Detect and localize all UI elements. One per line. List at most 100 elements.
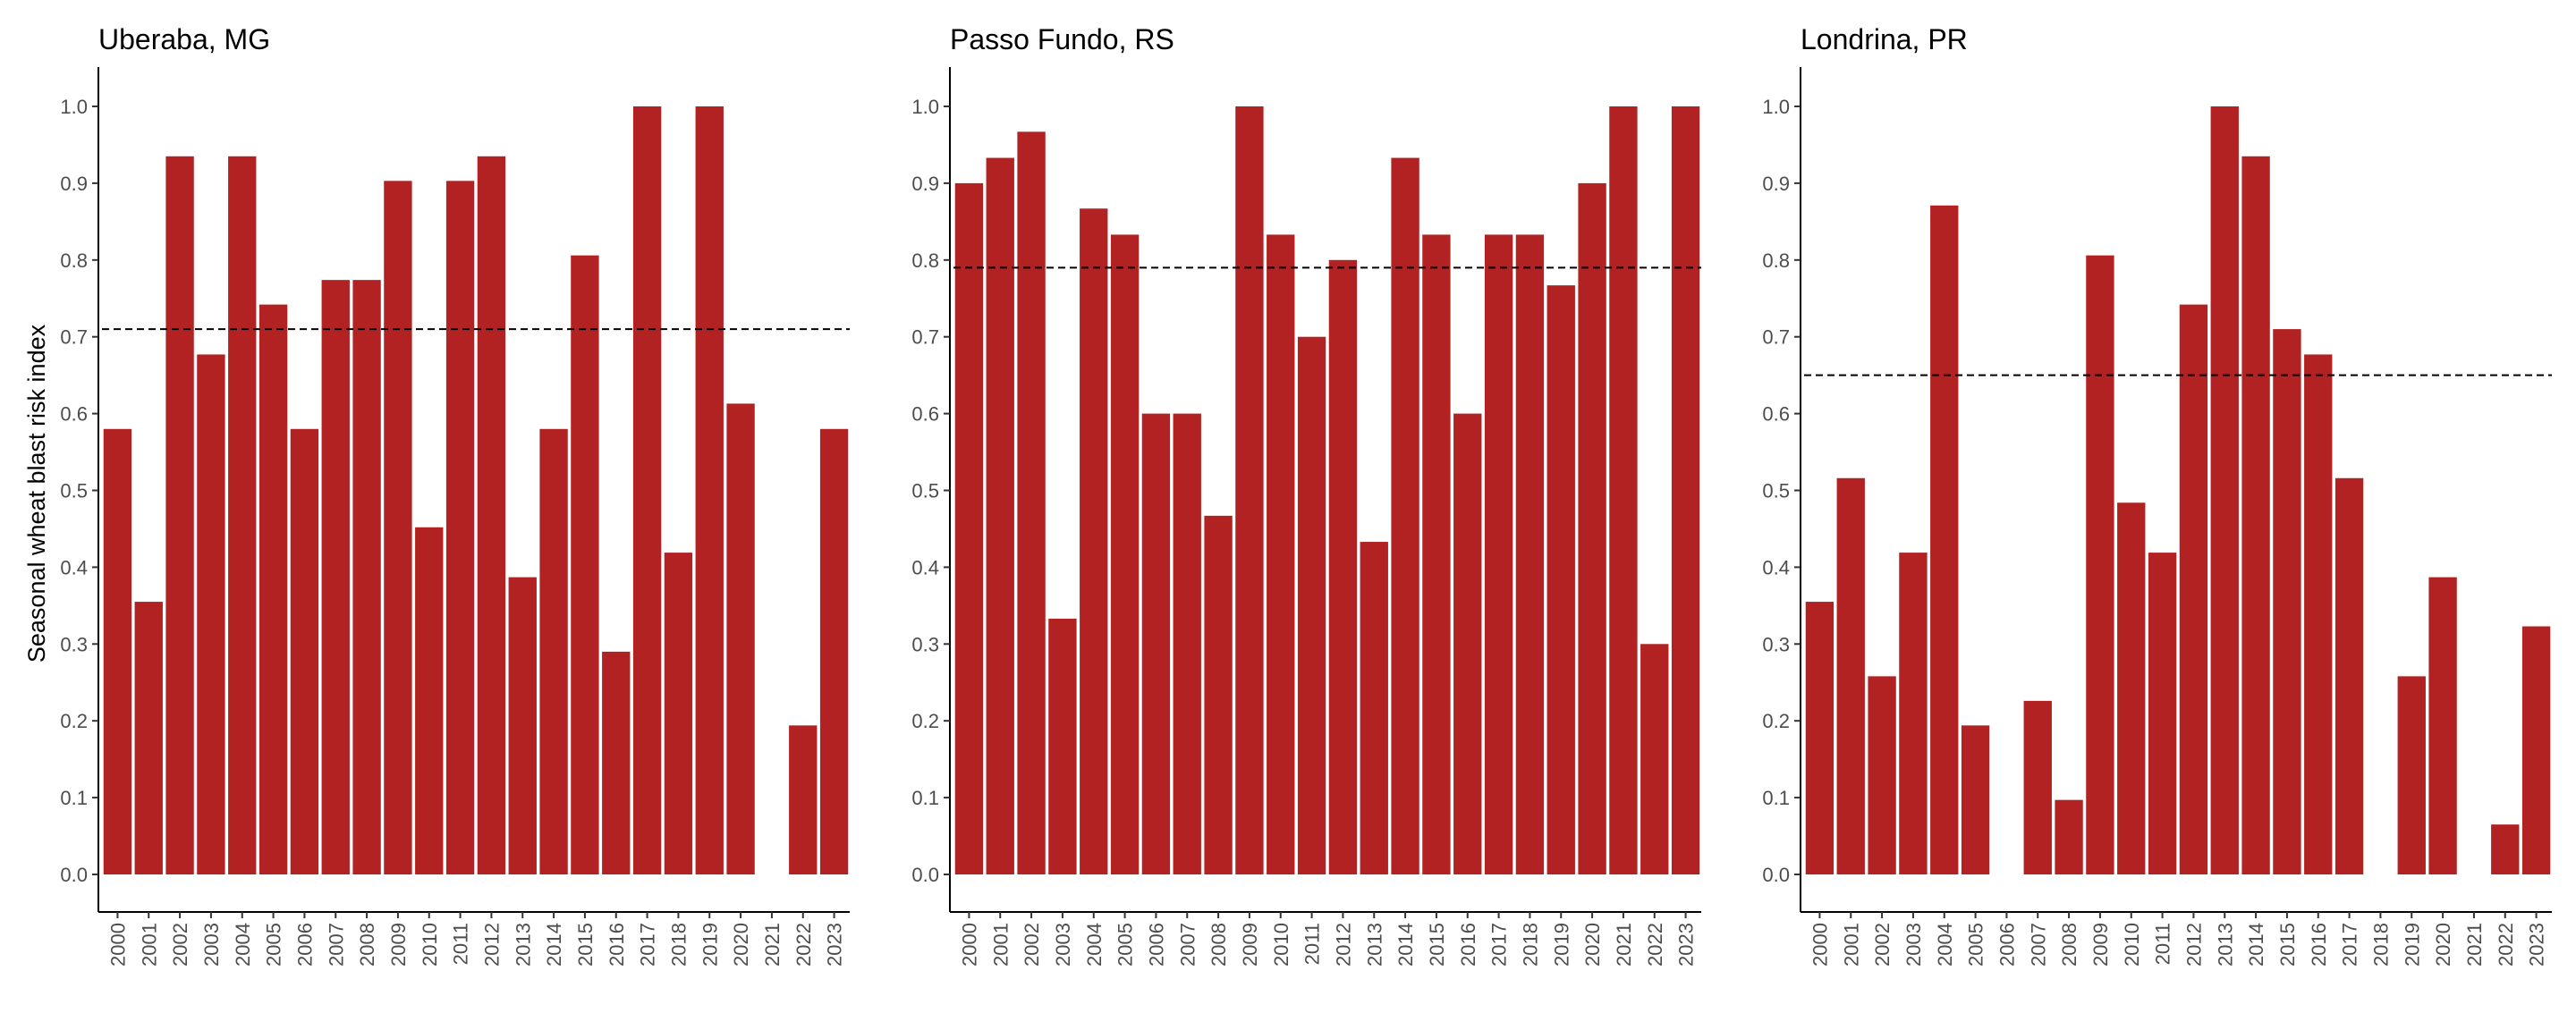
bar-2019 (695, 106, 724, 874)
bar-2017 (2334, 477, 2364, 874)
bar-2012 (2179, 304, 2208, 874)
x-tick-label: 2015 (574, 923, 597, 967)
y-tick-label: 0.9 (60, 173, 88, 195)
x-tick-label: 2006 (1145, 923, 1167, 967)
x-tick-label: 2000 (958, 923, 980, 967)
x-tick-label: 2020 (1581, 923, 1604, 967)
y-tick-label: 0.9 (1762, 173, 1790, 195)
x-tick-label: 2001 (1840, 923, 1862, 967)
x-tick-label: 2009 (2089, 923, 2112, 967)
bar-2007 (2023, 700, 2052, 874)
bar-2010 (2117, 502, 2146, 874)
x-tick-label: 2003 (1902, 923, 1925, 967)
x-tick-label: 2015 (1426, 923, 1448, 967)
x-tick-label: 2008 (1208, 923, 1230, 967)
x-tick-label: 2014 (2245, 923, 2267, 967)
bar-2022 (1640, 644, 1669, 874)
y-tick-label: 1.0 (1762, 96, 1790, 118)
bar-2020 (2428, 577, 2457, 874)
bar-2023 (819, 428, 849, 874)
bar-2012 (1328, 259, 1358, 874)
bar-2016 (2304, 354, 2333, 875)
x-tick-label: 2017 (1488, 923, 1511, 967)
x-tick-label: 2010 (1270, 923, 1292, 967)
bar-2006 (1141, 413, 1171, 875)
bar-2005 (1110, 234, 1140, 874)
y-tick-label: 0.3 (1762, 633, 1790, 655)
y-tick-label: 0.5 (911, 480, 939, 502)
y-tick-label: 1.0 (911, 96, 939, 118)
x-tick-label: 2000 (106, 923, 129, 967)
x-tick-label: 2023 (1675, 923, 1698, 967)
x-tick-label: 2001 (989, 923, 1012, 967)
y-axis-title: Seasonal wheat blast risk index (23, 324, 50, 663)
bar-2003 (197, 354, 225, 875)
x-tick-label: 2011 (450, 923, 472, 965)
x-tick-label: 2023 (824, 923, 846, 967)
y-tick-label: 1.0 (60, 96, 88, 118)
bar-2013 (2210, 106, 2239, 874)
bar-2001 (1836, 477, 1865, 874)
bar-2009 (384, 181, 412, 874)
x-tick-label: 2007 (325, 923, 347, 967)
y-tick-label: 0.4 (60, 556, 88, 578)
bar-2023 (2521, 626, 2551, 874)
panel-title: Londrina, PR (1801, 23, 1968, 55)
bar-2013 (1360, 542, 1388, 874)
bar-2008 (352, 280, 381, 874)
y-tick-label: 0.1 (60, 787, 88, 809)
bar-2016 (602, 651, 631, 874)
x-tick-label: 2021 (761, 923, 784, 967)
bar-2004 (228, 156, 257, 874)
chart-panel-3: Londrina, PR 0.0 0.1 0.2 0.3 0.4 0.5 0.6 0.7 0.8 0… (1762, 23, 2552, 967)
x-tick-label: 2013 (512, 923, 534, 967)
chart-panel-1: Uberaba, MG 0.0 0.1 0.2 0.3 0.4 0.5 0.6 0.7 0.8 0.… (60, 23, 850, 967)
bar-2005 (1961, 725, 1990, 874)
x-tick-label: 2016 (606, 923, 628, 967)
y-tick-label: 0.1 (1762, 787, 1790, 809)
bar-2015 (2273, 329, 2301, 874)
bar-2000 (1805, 602, 1835, 874)
x-tick-label: 2006 (1996, 923, 2018, 967)
x-tick-label: 2014 (1394, 923, 1417, 967)
y-tick-label: 0.8 (60, 249, 88, 272)
y-tick-label: 0.4 (911, 556, 939, 578)
x-tick-label: 2013 (1363, 923, 1385, 967)
x-tick-label: 2019 (2401, 923, 2423, 967)
x-tick-label: 2022 (1644, 923, 1666, 967)
x-tick-label: 2004 (1083, 923, 1106, 967)
x-tick-label: 2012 (480, 923, 503, 967)
x-tick-label: 2012 (1332, 923, 1354, 967)
bar-2018 (1515, 234, 1545, 874)
y-tick-label: 0.8 (1762, 249, 1790, 272)
x-tick-label: 2015 (2276, 923, 2299, 967)
bar-2011 (2148, 553, 2177, 874)
y-tick-label: 0.5 (60, 480, 88, 502)
x-tick-label: 2012 (2182, 923, 2205, 967)
y-tick-label: 0.2 (60, 710, 88, 732)
x-tick-label: 2007 (2027, 923, 2049, 967)
x-tick-label: 2018 (667, 923, 690, 967)
bar-2019 (2397, 676, 2426, 874)
x-tick-label: 2017 (2339, 923, 2361, 967)
bar-2011 (445, 181, 475, 874)
x-tick-label: 2001 (138, 923, 160, 967)
bar-2001 (986, 157, 1014, 875)
x-tick-label: 2005 (1965, 923, 1987, 967)
y-tick-label: 0.0 (911, 864, 939, 886)
x-tick-label: 2020 (730, 923, 752, 967)
x-tick-label: 2021 (2463, 923, 2486, 967)
y-tick-label: 0.0 (60, 864, 88, 886)
bar-2021 (1609, 106, 1638, 874)
bar-2008 (2055, 799, 2083, 874)
bar-2023 (1671, 106, 1700, 874)
y-tick-label: 0.7 (1762, 326, 1790, 349)
bar-2007 (321, 280, 350, 874)
x-tick-label: 2021 (1613, 923, 1635, 967)
bar-2017 (1484, 234, 1513, 874)
y-tick-label: 0.8 (911, 249, 939, 272)
bar-2014 (2241, 156, 2270, 874)
bar-2007 (1173, 413, 1201, 875)
bar-2016 (1453, 413, 1482, 875)
x-tick-label: 2004 (232, 923, 254, 967)
